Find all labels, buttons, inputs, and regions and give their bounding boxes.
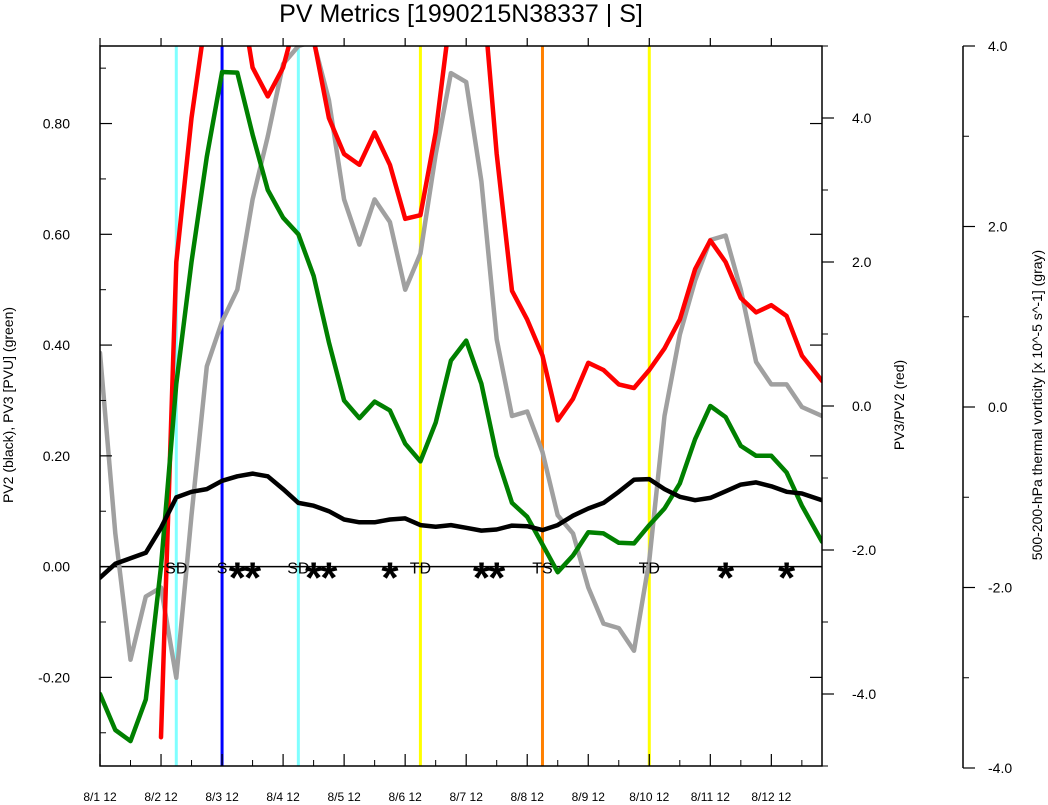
far-right-tick-label: -2.0: [988, 580, 1012, 596]
stage-label-4: TS: [532, 561, 552, 578]
right-axis-title: PV3/PV2 (red): [891, 360, 907, 450]
x-tick-label: 8/11 12: [691, 790, 730, 804]
far-right-tick-label: 2.0: [988, 219, 1008, 235]
chart-title: PV Metrics [1990215N38337 | S]: [279, 0, 643, 28]
left-tick-label: 0.80: [43, 116, 70, 132]
x-tick-label: 8/2 12: [144, 790, 178, 804]
left-axis-title: PV2 (black), PV3 [PVU] (green): [0, 307, 16, 503]
left-tick-label: 0.00: [43, 559, 70, 575]
stage-label-0: SD: [165, 561, 187, 578]
stage-star-5: *: [473, 554, 491, 603]
far-right-tick-label: 0.0: [988, 399, 1008, 415]
stage-star-7: *: [717, 554, 735, 603]
series-line-pv2: [100, 471, 822, 580]
right-tick-label: -2.0: [852, 542, 876, 558]
far-right-tick-label: 4.0: [988, 38, 1008, 54]
far-right-axis-title: 500-200-hPa thermal vorticity [x 10^-5 s…: [1029, 250, 1045, 560]
x-tick-label: 8/5 12: [327, 790, 361, 804]
x-tick-label: 8/1 12: [83, 790, 117, 804]
left-tick-label: 0.60: [43, 226, 70, 242]
x-tick-label: 8/3 12: [205, 790, 239, 804]
series-line-pv3-pv2: [158, 46, 822, 740]
stage-star-4: *: [381, 554, 399, 603]
right-tick-label: -4.0: [852, 686, 876, 702]
far-right-tick-label: -4.0: [988, 760, 1012, 776]
stage-star-3: *: [320, 554, 338, 603]
right-tick-label: 0.0: [852, 398, 872, 414]
stage-label-1: S: [217, 561, 228, 578]
x-tick-label: 8/12 12: [751, 790, 791, 804]
series-line-pv3: [100, 69, 822, 744]
x-tick-label: 8/4 12: [266, 790, 300, 804]
stage-star-2: *: [305, 554, 323, 603]
stage-label-5: TD: [639, 561, 660, 578]
left-tick-label: 0.40: [43, 337, 70, 353]
right-tick-label: 2.0: [852, 254, 872, 270]
left-tick-label: -0.20: [38, 669, 70, 685]
x-tick-label: 8/7 12: [450, 790, 484, 804]
left-tick-label: 0.20: [43, 448, 70, 464]
series-line-thermal-vorticity: [100, 46, 822, 681]
stage-label-2: SD: [287, 561, 309, 578]
stage-star-0: *: [229, 554, 247, 603]
stage-label-3: TD: [410, 561, 431, 578]
stage-star-6: *: [488, 554, 506, 603]
right-tick-label: 4.0: [852, 110, 872, 126]
x-tick-label: 8/9 12: [572, 790, 606, 804]
stage-star-1: *: [244, 554, 262, 603]
stage-star-8: *: [778, 554, 796, 603]
x-tick-label: 8/10 12: [629, 790, 669, 804]
x-tick-label: 8/8 12: [511, 790, 545, 804]
x-tick-label: 8/6 12: [388, 790, 422, 804]
